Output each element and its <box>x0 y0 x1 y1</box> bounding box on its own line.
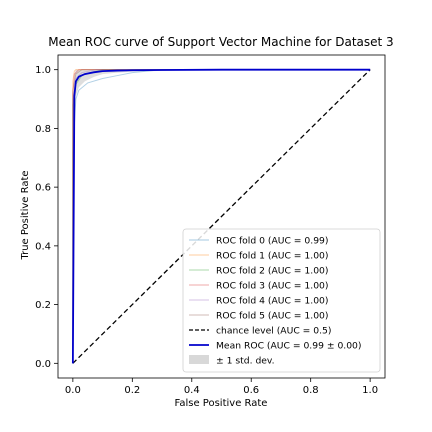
legend-label: ROC fold 0 (AUC = 0.99) <box>216 236 328 247</box>
legend-swatch-std-band <box>189 355 209 364</box>
legend-label: ROC fold 5 (AUC = 1.00) <box>216 311 328 322</box>
y-axis-label: True Positive Rate <box>20 170 31 260</box>
legend: ROC fold 0 (AUC = 0.99) ROC fold 1 (AUC =… <box>182 228 381 373</box>
legend-label: Mean ROC (AUC = 0.99 ± 0.00) <box>216 341 362 352</box>
y-tick-label: 0.0 <box>35 359 51 370</box>
x-tick-label: 0.2 <box>124 385 140 396</box>
legend-label: ± 1 std. dev. <box>216 356 275 367</box>
x-tick-label: 0.6 <box>243 385 259 396</box>
plot-area <box>71 68 371 364</box>
legend-label: ROC fold 3 (AUC = 1.00) <box>216 281 328 292</box>
x-tick-label: 0.8 <box>303 385 319 396</box>
legend-label: ROC fold 2 (AUC = 1.00) <box>216 266 328 277</box>
y-tick-label: 1.0 <box>35 65 51 76</box>
plot-frame <box>57 54 386 379</box>
axes: 0.0 0.2 0.4 0.6 0.8 1.0 0.0 0.2 0.4 0.6 0.8 1.0 <box>35 54 386 396</box>
x-tick-label: 1.0 <box>362 385 378 396</box>
y-tick-label: 0.6 <box>35 183 51 194</box>
legend-label: chance level (AUC = 0.5) <box>216 326 331 337</box>
x-tick-label: 0.4 <box>184 385 200 396</box>
y-tick-label: 0.2 <box>35 300 51 311</box>
legend-label: ROC fold 4 (AUC = 1.00) <box>216 296 328 307</box>
y-tick-label: 0.8 <box>35 124 51 135</box>
x-axis-label: False Positive Rate <box>175 398 268 409</box>
x-tick-label: 0.0 <box>65 385 81 396</box>
chart-title: Mean ROC curve of Support Vector Machine… <box>48 35 393 49</box>
chance-level-line <box>72 69 371 364</box>
y-tick-label: 0.4 <box>35 241 51 252</box>
mean-roc-line <box>71 68 371 364</box>
legend-label: ROC fold 1 (AUC = 1.00) <box>216 251 328 262</box>
legend-box <box>182 228 381 373</box>
